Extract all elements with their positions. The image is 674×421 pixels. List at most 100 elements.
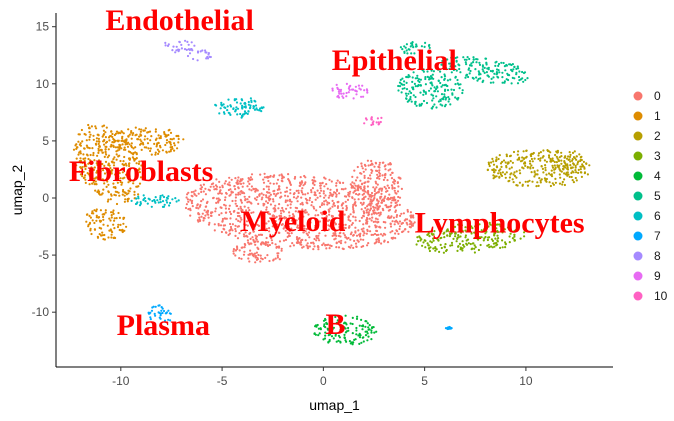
data-point — [466, 56, 469, 59]
data-point — [329, 191, 332, 194]
data-point — [492, 76, 495, 79]
data-point — [349, 342, 352, 345]
data-point — [306, 192, 309, 195]
data-point — [524, 156, 528, 159]
data-point — [472, 56, 475, 59]
data-point — [295, 241, 298, 244]
data-point — [358, 342, 361, 345]
data-point — [262, 181, 266, 184]
data-point — [447, 100, 450, 103]
data-point — [318, 239, 321, 242]
data-point — [328, 194, 331, 197]
data-point — [524, 164, 527, 167]
data-point — [317, 214, 320, 217]
data-point — [297, 191, 300, 195]
data-point — [154, 196, 157, 199]
data-point — [331, 328, 334, 331]
data-point — [362, 198, 365, 201]
data-point — [164, 41, 167, 45]
data-point — [289, 203, 292, 206]
data-point — [166, 44, 170, 48]
data-point — [201, 198, 205, 201]
data-point — [240, 201, 243, 204]
data-point — [292, 244, 295, 247]
data-point — [252, 239, 255, 242]
data-point — [374, 224, 377, 227]
data-point — [251, 236, 254, 239]
data-point — [366, 159, 369, 162]
data-point — [227, 207, 231, 210]
data-point — [201, 49, 204, 52]
data-point — [539, 157, 542, 160]
data-point — [432, 247, 435, 250]
data-point — [240, 207, 243, 210]
data-point — [112, 209, 115, 212]
data-point — [112, 182, 115, 185]
data-point — [494, 237, 497, 240]
data-point — [561, 183, 564, 186]
data-point — [515, 67, 518, 70]
data-point — [429, 87, 432, 90]
data-point — [117, 223, 120, 226]
data-point — [381, 161, 384, 164]
data-point — [157, 141, 160, 144]
data-point — [280, 212, 283, 215]
data-point — [360, 341, 363, 344]
data-point — [583, 172, 587, 175]
data-point — [422, 70, 425, 73]
data-point — [428, 89, 431, 92]
data-point — [545, 160, 549, 163]
data-point — [440, 63, 443, 66]
data-point — [461, 91, 464, 95]
data-point — [398, 203, 401, 206]
data-point — [97, 192, 101, 195]
data-point — [496, 234, 499, 237]
data-point — [189, 214, 192, 217]
data-point — [301, 208, 304, 211]
data-point — [111, 141, 114, 144]
data-point — [488, 164, 491, 168]
data-point — [189, 209, 192, 212]
data-point — [127, 181, 130, 184]
data-point — [355, 326, 358, 330]
data-point — [215, 185, 219, 188]
data-point — [169, 138, 172, 141]
data-point — [355, 329, 358, 332]
data-point — [237, 176, 240, 179]
data-point — [509, 232, 512, 235]
data-point — [123, 194, 126, 197]
data-point — [338, 192, 341, 195]
data-point — [456, 78, 459, 82]
data-point — [345, 91, 348, 95]
data-point — [496, 75, 499, 78]
data-point — [348, 195, 351, 198]
data-point — [363, 181, 366, 185]
data-point — [379, 233, 383, 236]
data-point — [102, 169, 105, 172]
data-point — [558, 164, 561, 167]
data-point — [422, 68, 425, 71]
cluster-10-points — [363, 116, 383, 127]
data-point — [386, 241, 390, 244]
data-point — [362, 170, 365, 173]
data-point — [246, 239, 249, 242]
data-point — [255, 251, 258, 254]
data-point — [339, 181, 342, 185]
data-point — [413, 52, 416, 55]
data-point — [361, 230, 364, 233]
data-point — [412, 88, 415, 91]
data-point — [339, 328, 342, 332]
legend-key-10 — [633, 291, 643, 301]
data-point — [338, 223, 341, 226]
data-point — [193, 192, 196, 195]
data-point — [366, 91, 369, 94]
data-point — [393, 223, 396, 226]
data-point — [494, 61, 497, 64]
data-point — [122, 168, 125, 172]
data-point — [146, 131, 149, 134]
data-point — [472, 242, 475, 245]
data-point — [255, 235, 259, 238]
data-point — [238, 232, 241, 235]
data-point — [138, 204, 142, 207]
data-point — [267, 220, 270, 223]
